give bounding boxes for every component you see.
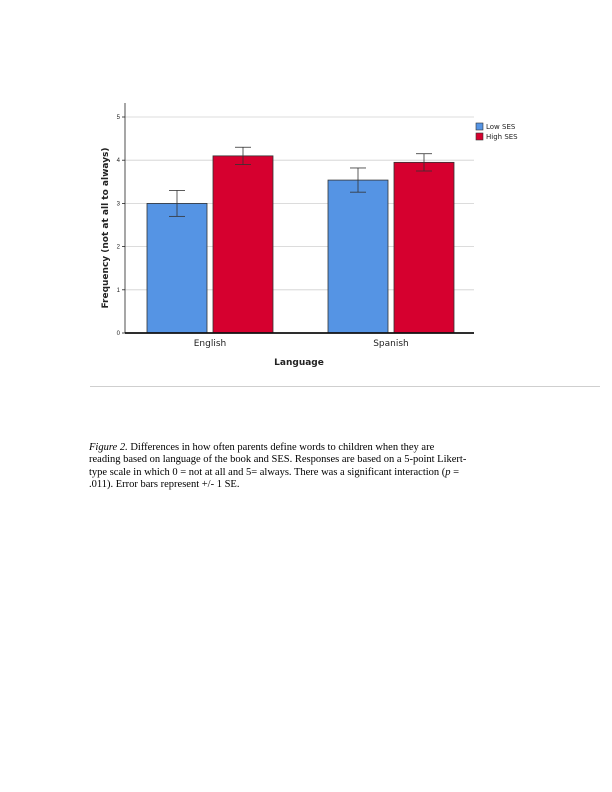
y-tick-label: 0 (117, 331, 121, 337)
legend-label-low-ses: Low SES (486, 123, 516, 131)
caption-line-1: Differences in how often parents define … (127, 442, 435, 453)
legend-swatch-high-ses (475, 132, 484, 141)
labels: 0 1 2 3 4 5 English Spanish Language Frequency (n… (101, 115, 409, 368)
figure-caption: Figure 2. Differences in how often paren… (89, 442, 529, 492)
bar-high-ses-english (212, 155, 274, 334)
x-axis-title: Language (274, 358, 324, 368)
figure-label: Figure 2. (89, 442, 128, 453)
caption-line-3-end: = (450, 466, 460, 478)
y-axis-title: Frequency (not at all to always) (101, 147, 111, 308)
legend-swatch-low-ses (475, 122, 484, 131)
y-tick-label: 4 (117, 158, 121, 164)
y-tick-label: 5 (117, 115, 121, 121)
caption-line-4: .011). Error bars represent +/- 1 SE. (89, 479, 240, 491)
legend-label-high-ses: High SES (486, 133, 518, 141)
bar-chart: 0 1 2 3 4 5 English Spanish Language Frequency (n… (101, 103, 518, 368)
bar-low-ses-spanish (327, 179, 389, 334)
p-value-symbol: p (445, 466, 451, 478)
y-tick-label: 2 (117, 245, 121, 251)
caption-line-3: type scale in which 0 = not at all and 5… (89, 466, 446, 478)
axes (122, 103, 474, 334)
legend: Low SES High SES (475, 122, 518, 141)
caption-line-2: reading based on language of the book an… (89, 454, 467, 466)
y-tick-label: 3 (117, 201, 121, 207)
x-tick-label-spanish: Spanish (373, 339, 409, 349)
divider-line (90, 386, 600, 387)
bars (146, 146, 455, 334)
x-tick-label-english: English (194, 339, 227, 349)
y-tick-label: 1 (117, 288, 121, 294)
bar-high-ses-spanish (393, 161, 455, 334)
bar-low-ses-english (146, 202, 208, 334)
